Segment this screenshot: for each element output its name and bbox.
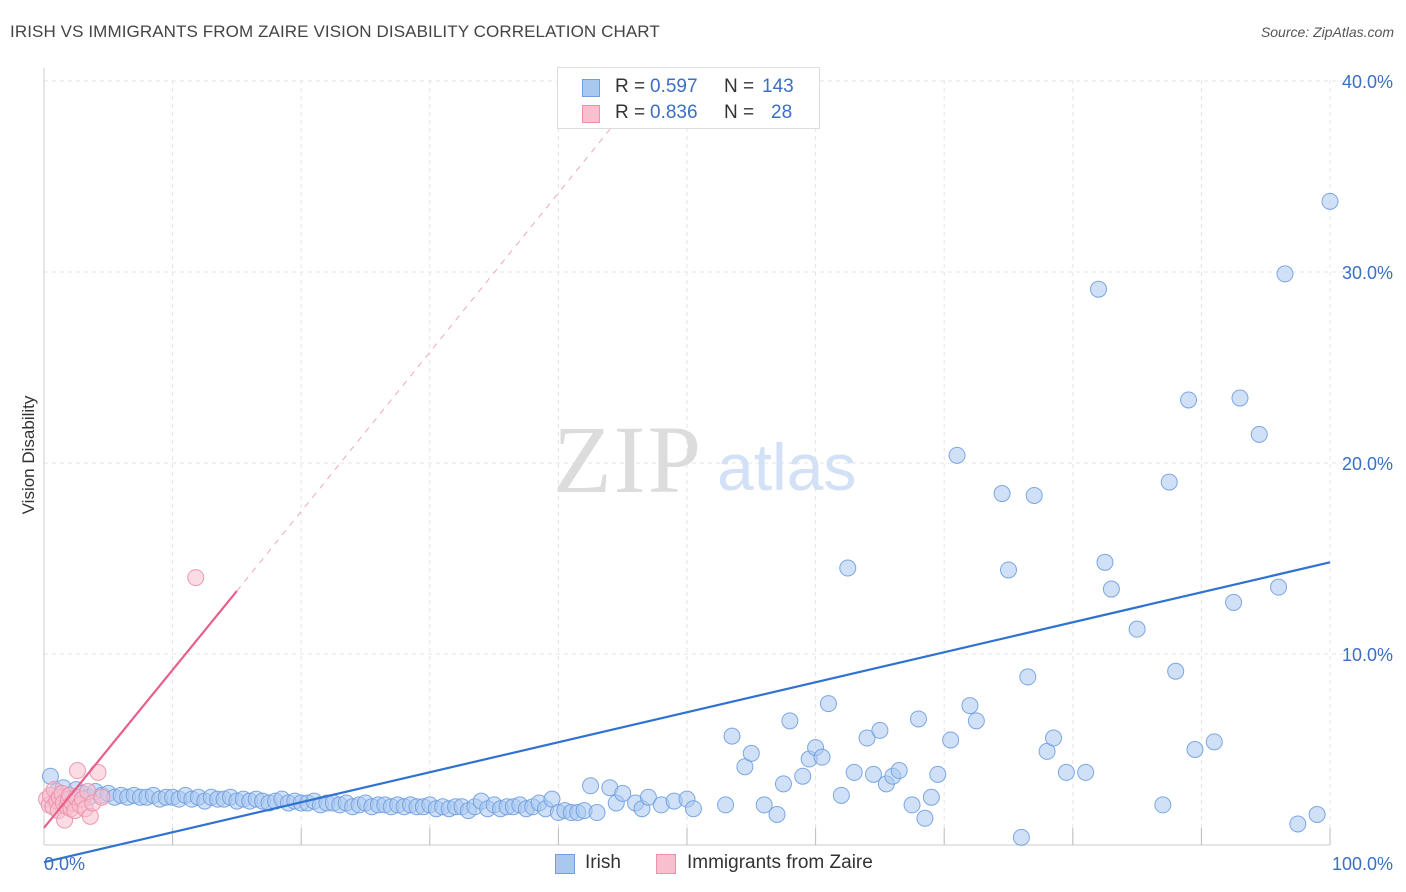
irish-point bbox=[774, 775, 792, 793]
irish-point bbox=[768, 805, 786, 823]
irish-point bbox=[1096, 553, 1114, 571]
r-value: 0.836 bbox=[650, 102, 698, 123]
irish-point bbox=[967, 712, 985, 730]
label-layer: 10.0% 20.0% 30.0% 40.0% 0.0% 100.0% bbox=[44, 72, 1393, 874]
irish-point bbox=[582, 777, 600, 795]
irish-point bbox=[909, 710, 927, 728]
points-layer bbox=[38, 192, 1339, 846]
legend-swatch-irish bbox=[555, 854, 575, 874]
irish-point bbox=[929, 765, 947, 783]
irish-point bbox=[1167, 662, 1185, 680]
axis-layer bbox=[43, 68, 1331, 846]
irish-point bbox=[717, 796, 735, 814]
irish-point bbox=[1205, 733, 1223, 751]
irish-point bbox=[1250, 425, 1268, 443]
irish-point bbox=[684, 800, 702, 818]
irish-point bbox=[813, 748, 831, 766]
irish-point bbox=[832, 786, 850, 804]
irish-point bbox=[614, 784, 632, 802]
stats-swatch-irish bbox=[582, 79, 600, 97]
irish-point bbox=[1289, 815, 1307, 833]
y-tick-label: 40.0% bbox=[1342, 72, 1393, 92]
stats-swatch-zaire bbox=[582, 105, 600, 123]
x-tick-label: 100.0% bbox=[1332, 854, 1393, 874]
irish-point bbox=[1180, 391, 1198, 409]
r-value: 0.597 bbox=[650, 76, 698, 97]
legend-label-irish: Irish bbox=[585, 852, 621, 873]
irish-point bbox=[1019, 668, 1037, 686]
stats-row-zaire: R = 0.836 N = 28 bbox=[558, 102, 819, 126]
irish-point bbox=[742, 744, 760, 762]
irish-point bbox=[1077, 763, 1095, 781]
irish-point bbox=[1025, 486, 1043, 504]
irish-point bbox=[871, 721, 889, 739]
irish-point bbox=[1128, 620, 1146, 638]
irish-point bbox=[1308, 805, 1326, 823]
zaire-point bbox=[68, 762, 86, 780]
irish-point bbox=[639, 788, 657, 806]
irish-point bbox=[845, 763, 863, 781]
n-value: 143 bbox=[762, 76, 794, 97]
y-tick-label: 30.0% bbox=[1342, 263, 1393, 283]
irish-point bbox=[890, 762, 908, 780]
zaire-trend-line bbox=[43, 590, 238, 829]
irish-point bbox=[1057, 763, 1075, 781]
zaire-point bbox=[187, 569, 205, 587]
zaire-point bbox=[93, 788, 111, 806]
irish-point bbox=[1012, 828, 1030, 846]
chart-title: IRISH VS IMMIGRANTS FROM ZAIRE VISION DI… bbox=[10, 22, 660, 41]
irish-point bbox=[993, 485, 1011, 503]
stats-box: R = 0.597 N = 143 R = 0.836 N = 28 bbox=[557, 67, 820, 129]
watermark-layer: ZIP atlas bbox=[553, 406, 856, 513]
irish-point bbox=[819, 695, 837, 713]
n-value: 28 bbox=[771, 102, 793, 123]
irish-point bbox=[1102, 580, 1120, 598]
y-tick-label: 20.0% bbox=[1342, 454, 1393, 474]
irish-point bbox=[1186, 741, 1204, 758]
irish-point bbox=[588, 804, 606, 822]
x-tick-label: 0.0% bbox=[44, 854, 85, 874]
irish-point bbox=[1276, 265, 1294, 283]
irish-point bbox=[839, 559, 857, 577]
irish-point bbox=[1321, 192, 1339, 210]
stats-row-irish: R = 0.597 N = 143 bbox=[558, 76, 819, 100]
irish-point bbox=[755, 796, 773, 814]
irish-point bbox=[1154, 796, 1172, 814]
irish-point bbox=[1160, 473, 1178, 491]
r-label: R = bbox=[615, 76, 646, 97]
irish-point bbox=[1045, 729, 1063, 747]
irish-point bbox=[948, 446, 966, 464]
irish-point bbox=[942, 731, 960, 749]
irish-point bbox=[781, 712, 799, 730]
irish-point bbox=[864, 765, 882, 783]
irish-point bbox=[922, 788, 940, 806]
irish-trend-line bbox=[43, 561, 1331, 864]
y-axis-label: Vision Disability bbox=[19, 395, 38, 514]
y-tick-label: 10.0% bbox=[1342, 645, 1393, 665]
n-label: N = bbox=[724, 76, 755, 97]
irish-point bbox=[1090, 280, 1108, 298]
irish-point bbox=[1231, 389, 1249, 407]
n-label: N = bbox=[724, 102, 755, 123]
irish-point bbox=[1000, 561, 1017, 579]
irish-point bbox=[961, 697, 979, 715]
source-credit: Source: ZipAtlas.com bbox=[1260, 24, 1394, 40]
irish-point bbox=[858, 729, 876, 747]
irish-point bbox=[916, 809, 934, 827]
irish-point bbox=[1270, 578, 1288, 596]
r-label: R = bbox=[615, 102, 646, 123]
trend-layer bbox=[43, 113, 1331, 864]
legend-swatch-zaire bbox=[656, 854, 676, 874]
irish-point bbox=[903, 796, 921, 814]
watermark-zip: ZIP bbox=[553, 406, 703, 513]
legend-label-zaire: Immigrants from Zaire bbox=[687, 852, 873, 873]
watermark-atlas: atlas bbox=[717, 430, 856, 504]
irish-point bbox=[723, 727, 741, 745]
irish-point bbox=[794, 767, 812, 785]
irish-point bbox=[1225, 593, 1243, 611]
